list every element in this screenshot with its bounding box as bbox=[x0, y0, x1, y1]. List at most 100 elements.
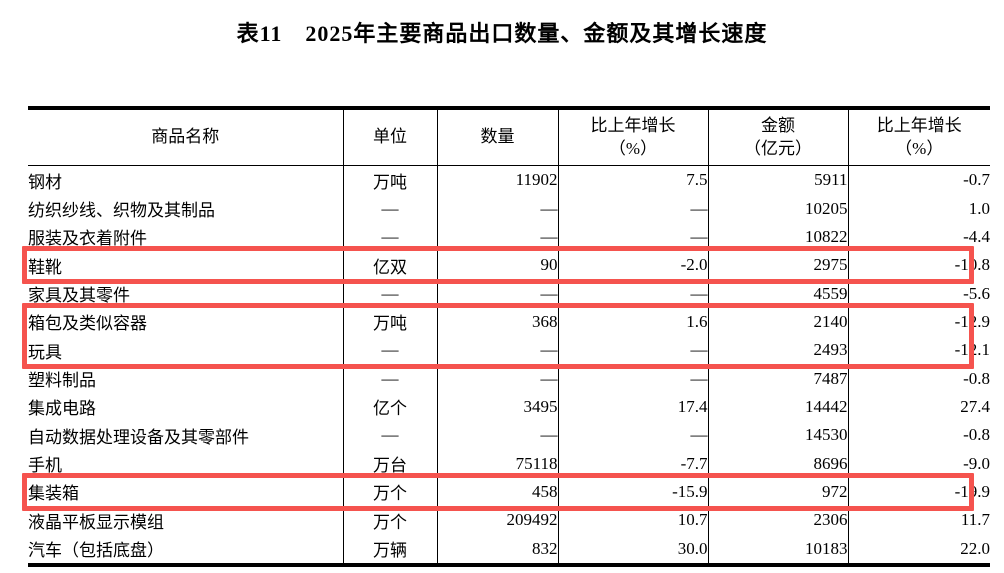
table-title: 表11 2025年主要商品出口数量、金额及其增长速度 bbox=[236, 21, 768, 46]
table-row: 液晶平板显示模组 万个 209492 10.7 2306 11.7 bbox=[28, 506, 990, 535]
header-row: 商品名称 单位 数量 比上年增长 （%） 金额 （亿元） 比上年增长 （%） bbox=[28, 108, 990, 166]
amount-growth-cell: -0.8 bbox=[847, 364, 990, 393]
amount-cell: 972 bbox=[707, 477, 848, 507]
commodity-name-cell: 服装及衣着附件 bbox=[28, 229, 147, 249]
amount-growth-cell: -0.7 bbox=[847, 165, 990, 195]
unit-cell: 亿个 bbox=[342, 392, 437, 422]
table-row: 集成电路 亿个 3495 17.4 14442 27.4 bbox=[28, 392, 990, 422]
commodity-name-cell: 集成电路 bbox=[28, 399, 96, 419]
commodity-name-cell: 钢材 bbox=[28, 172, 62, 192]
quantity-cell: — bbox=[436, 364, 558, 393]
amount-growth-cell: -4.4 bbox=[847, 222, 990, 252]
unit-cell: — bbox=[342, 194, 437, 223]
unit-cell: — bbox=[342, 279, 437, 308]
amount-cell: 10822 bbox=[707, 222, 848, 252]
unit-cell: 亿双 bbox=[342, 251, 437, 280]
quantity-growth-cell: -2.0 bbox=[557, 251, 708, 280]
unit-cell: 万台 bbox=[342, 449, 437, 478]
table-row: 塑料制品 — — — 7487 -0.8 bbox=[28, 364, 990, 393]
col-header-commodity-name: 商品名称 bbox=[28, 108, 343, 166]
table-row: 家具及其零件 — — — 4559 -5.6 bbox=[28, 279, 990, 308]
col-header-amount: 金额 （亿元） bbox=[707, 108, 848, 166]
commodity-name-cell: 液晶平板显示模组 bbox=[28, 512, 164, 532]
commodity-name-cell: 集装箱 bbox=[28, 484, 79, 504]
col-header-quantity: 数量 bbox=[436, 108, 558, 166]
amount-cell: 2306 bbox=[707, 506, 848, 535]
commodity-name-cell: 纺织纱线、织物及其制品 bbox=[28, 201, 215, 221]
amount-cell: 2975 bbox=[707, 251, 848, 280]
col-header-quantity-growth: 比上年增长 （%） bbox=[557, 108, 708, 166]
quantity-growth-cell: — bbox=[557, 364, 708, 393]
table-row: 集装箱 万个 458 -15.9 972 -19.9 bbox=[28, 477, 990, 507]
amount-cell: 4559 bbox=[707, 279, 848, 308]
quantity-cell: 3495 bbox=[436, 392, 558, 422]
table-row: 钢材 万吨 11902 7.5 5911 -0.7 bbox=[28, 165, 990, 195]
export-commodity-table: 商品名称 单位 数量 比上年增长 （%） 金额 （亿元） 比上年增长 （%） 钢… bbox=[28, 106, 990, 567]
quantity-growth-cell: — bbox=[557, 194, 708, 223]
amount-growth-cell: 1.0 bbox=[847, 194, 990, 223]
quantity-growth-cell: — bbox=[557, 279, 708, 308]
quantity-cell: — bbox=[436, 194, 558, 223]
quantity-cell: 368 bbox=[436, 307, 558, 337]
commodity-name-cell: 家具及其零件 bbox=[28, 286, 130, 306]
quantity-cell: 75118 bbox=[436, 449, 558, 478]
quantity-cell: — bbox=[436, 222, 558, 252]
amount-cell: 2140 bbox=[707, 307, 848, 337]
table-wrap: 商品名称 单位 数量 比上年增长 （%） 金额 （亿元） 比上年增长 （%） 钢… bbox=[22, 106, 990, 567]
quantity-cell: 832 bbox=[436, 534, 558, 565]
commodity-name-cell: 汽车（包括底盘） bbox=[28, 541, 164, 561]
quantity-growth-cell: 1.6 bbox=[557, 307, 708, 337]
quantity-growth-cell: -7.7 bbox=[557, 449, 708, 478]
unit-cell: 万个 bbox=[342, 477, 437, 507]
amount-growth-cell: -9.0 bbox=[847, 449, 990, 478]
amount-growth-cell: -19.9 bbox=[847, 477, 990, 507]
quantity-growth-cell: — bbox=[557, 222, 708, 252]
amount-cell: 10205 bbox=[707, 194, 848, 223]
amount-cell: 7487 bbox=[707, 364, 848, 393]
quantity-cell: — bbox=[436, 279, 558, 308]
unit-cell: — bbox=[342, 421, 437, 450]
amount-cell: 14442 bbox=[707, 392, 848, 422]
amount-cell: 10183 bbox=[707, 534, 848, 565]
commodity-name-cell: 鞋靴 bbox=[28, 257, 62, 277]
commodity-name-cell: 手机 bbox=[28, 456, 62, 476]
quantity-cell: 209492 bbox=[436, 506, 558, 535]
col-header-amount-growth: 比上年增长 （%） bbox=[847, 108, 990, 166]
commodity-name-cell: 箱包及类似容器 bbox=[28, 314, 147, 334]
table-row: 汽车（包括底盘） 万辆 832 30.0 10183 22.0 bbox=[28, 534, 990, 565]
quantity-growth-cell: — bbox=[557, 421, 708, 450]
amount-growth-cell: 11.7 bbox=[847, 506, 990, 535]
amount-cell: 8696 bbox=[707, 449, 848, 478]
quantity-cell: 90 bbox=[436, 251, 558, 280]
quantity-cell: 11902 bbox=[436, 165, 558, 195]
amount-cell: 2493 bbox=[707, 336, 848, 365]
commodity-name-cell: 塑料制品 bbox=[28, 371, 96, 391]
unit-cell: — bbox=[342, 364, 437, 393]
table-body: 钢材 万吨 11902 7.5 5911 -0.7 纺织纱线、织物及其制品 — … bbox=[28, 165, 990, 565]
quantity-growth-cell: — bbox=[557, 336, 708, 365]
table-row: 玩具 — — — 2493 -12.1 bbox=[28, 336, 990, 365]
quantity-growth-cell: 7.5 bbox=[557, 165, 708, 195]
unit-cell: — bbox=[342, 336, 437, 365]
unit-cell: 万吨 bbox=[342, 165, 437, 195]
unit-cell: 万辆 bbox=[342, 534, 437, 565]
amount-cell: 5911 bbox=[707, 165, 848, 195]
quantity-growth-cell: 17.4 bbox=[557, 392, 708, 422]
amount-growth-cell: -12.1 bbox=[847, 336, 990, 365]
table-row: 自动数据处理设备及其零部件 — — — 14530 -0.8 bbox=[28, 421, 990, 450]
unit-cell: 万吨 bbox=[342, 307, 437, 337]
col-header-unit: 单位 bbox=[342, 108, 437, 166]
amount-growth-cell: -12.9 bbox=[847, 307, 990, 337]
table-row: 手机 万台 75118 -7.7 8696 -9.0 bbox=[28, 449, 990, 478]
amount-growth-cell: -10.8 bbox=[847, 251, 990, 280]
unit-cell: 万个 bbox=[342, 506, 437, 535]
commodity-name-cell: 玩具 bbox=[28, 342, 62, 362]
amount-growth-cell: -0.8 bbox=[847, 421, 990, 450]
unit-cell: — bbox=[342, 222, 437, 252]
quantity-growth-cell: 30.0 bbox=[557, 534, 708, 565]
amount-growth-cell: 22.0 bbox=[847, 534, 990, 565]
commodity-name-cell: 自动数据处理设备及其零部件 bbox=[28, 427, 249, 447]
table-row: 鞋靴 亿双 90 -2.0 2975 -10.8 bbox=[28, 251, 990, 280]
amount-cell: 14530 bbox=[707, 421, 848, 450]
